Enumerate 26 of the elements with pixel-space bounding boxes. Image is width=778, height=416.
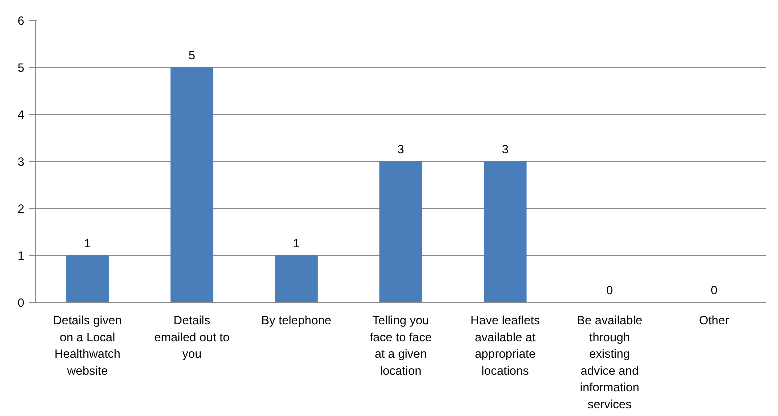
- y-tick-label: 2: [18, 202, 25, 216]
- data-label: 1: [84, 236, 92, 250]
- bar: [66, 255, 110, 302]
- x-tick-label: Details given on a Local Healthwatch website: [53, 314, 122, 378]
- x-tick-label: Telling you face to face at a given location: [370, 314, 432, 378]
- x-tick-label: Other: [699, 314, 730, 328]
- x-tick-label: Have leaflets available at appropriate locations: [470, 314, 540, 378]
- bar: [380, 161, 422, 302]
- data-label: 3: [398, 142, 405, 156]
- data-label: 5: [188, 48, 196, 62]
- x-tick-label: Details emailed out to you: [154, 314, 230, 362]
- y-tick-label: 4: [18, 108, 25, 122]
- y-tick-label: 6: [18, 14, 25, 28]
- y-tick-label: 0: [18, 296, 25, 310]
- bar: [275, 255, 318, 302]
- bar: [170, 67, 214, 302]
- bar: [484, 161, 527, 302]
- x-tick-label: Be available through existing advice and information services: [577, 314, 643, 412]
- y-tick-label: 3: [18, 155, 25, 169]
- y-tick-label: 1: [18, 249, 25, 263]
- data-label: 0: [710, 284, 718, 298]
- data-label: 0: [606, 284, 614, 298]
- data-label: 3: [502, 142, 510, 156]
- x-tick-label: By telephone: [262, 314, 332, 328]
- y-tick-label: 5: [18, 61, 25, 75]
- data-label: 1: [293, 236, 300, 250]
